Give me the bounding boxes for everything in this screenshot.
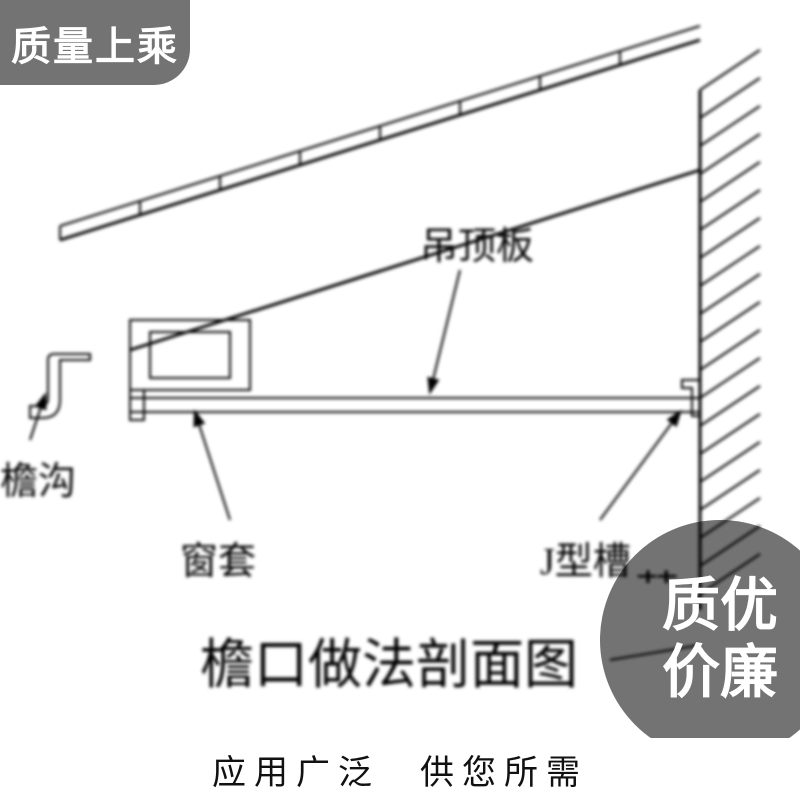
strip-left: 应用广泛 xyxy=(212,745,380,794)
label-ceiling-panel: 吊顶板 xyxy=(420,215,534,270)
price-badge-line2: 价廉 xyxy=(662,640,778,707)
label-gutter: 檐沟 xyxy=(0,450,76,505)
price-badge-line1: 质优 xyxy=(662,573,778,640)
bottom-strip: 应用广泛 供您所需 xyxy=(0,738,800,800)
quality-badge: 质量上乘 xyxy=(0,0,190,85)
label-window-trim: 窗套 xyxy=(180,530,256,585)
diagram-title: 檐口做法剖面图 xyxy=(200,620,578,699)
strip-right: 供您所需 xyxy=(420,745,588,794)
